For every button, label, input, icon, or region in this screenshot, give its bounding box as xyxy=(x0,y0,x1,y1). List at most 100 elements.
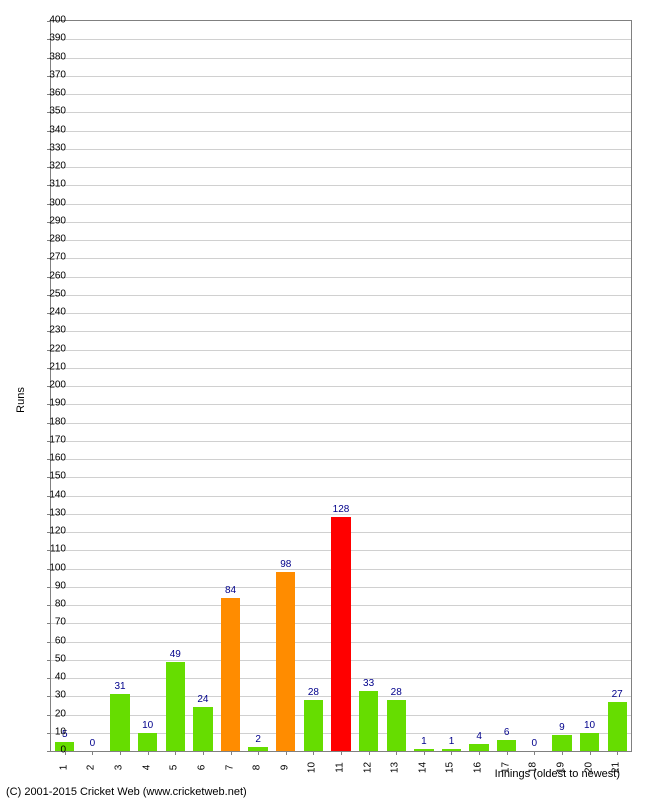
bar-value-label: 9 xyxy=(559,722,565,733)
x-tick-label: 18 xyxy=(528,762,539,773)
x-tick-label: 1 xyxy=(58,765,69,771)
bar-value-label: 28 xyxy=(391,687,402,698)
x-tick xyxy=(534,751,535,755)
x-tick xyxy=(396,751,397,755)
bar-value-label: 1 xyxy=(421,736,427,747)
y-tick-label: 360 xyxy=(42,88,66,99)
gridline xyxy=(51,94,631,95)
x-tick xyxy=(562,751,563,755)
x-tick-label: 21 xyxy=(611,762,622,773)
gridline xyxy=(51,258,631,259)
y-tick-label: 90 xyxy=(42,580,66,591)
bar-value-label: 10 xyxy=(142,720,153,731)
gridline xyxy=(51,185,631,186)
x-tick xyxy=(341,751,342,755)
x-tick xyxy=(203,751,204,755)
gridline xyxy=(51,459,631,460)
gridline xyxy=(51,149,631,150)
x-tick xyxy=(286,751,287,755)
y-tick-label: 160 xyxy=(42,453,66,464)
x-tick xyxy=(231,751,232,755)
y-tick-label: 10 xyxy=(42,726,66,737)
bar xyxy=(304,700,323,751)
bar-value-label: 1 xyxy=(449,736,455,747)
y-tick-label: 230 xyxy=(42,325,66,336)
gridline xyxy=(51,295,631,296)
y-tick-label: 20 xyxy=(42,708,66,719)
x-tick xyxy=(424,751,425,755)
x-tick-label: 8 xyxy=(252,765,263,771)
bar xyxy=(608,702,627,751)
y-tick-label: 310 xyxy=(42,179,66,190)
bar-value-label: 84 xyxy=(225,585,236,596)
gridline xyxy=(51,404,631,405)
bar xyxy=(193,707,212,751)
y-tick-label: 270 xyxy=(42,252,66,263)
y-tick-label: 110 xyxy=(42,544,66,555)
gridline xyxy=(51,204,631,205)
x-tick-label: 6 xyxy=(196,765,207,771)
y-tick-label: 0 xyxy=(42,745,66,756)
gridline xyxy=(51,112,631,113)
bar xyxy=(110,694,129,751)
x-tick-label: 15 xyxy=(445,762,456,773)
gridline xyxy=(51,477,631,478)
y-tick-label: 130 xyxy=(42,507,66,518)
x-tick-label: 12 xyxy=(362,762,373,773)
plot-area: 5031104924842982812833281146091027 xyxy=(50,20,632,752)
y-tick-label: 40 xyxy=(42,672,66,683)
x-tick-label: 14 xyxy=(417,762,428,773)
bar-value-label: 49 xyxy=(170,649,181,660)
bar xyxy=(469,744,488,751)
y-tick-label: 180 xyxy=(42,416,66,427)
gridline xyxy=(51,58,631,59)
y-tick-label: 340 xyxy=(42,124,66,135)
y-axis-title: Runs xyxy=(15,387,27,413)
x-tick xyxy=(617,751,618,755)
x-tick-label: 7 xyxy=(224,765,235,771)
bar-value-label: 128 xyxy=(333,504,350,515)
gridline xyxy=(51,131,631,132)
x-tick xyxy=(120,751,121,755)
gridline xyxy=(51,240,631,241)
y-tick-label: 330 xyxy=(42,142,66,153)
gridline xyxy=(51,167,631,168)
bar-value-label: 24 xyxy=(197,694,208,705)
bar-value-label: 0 xyxy=(532,738,538,749)
x-tick-label: 16 xyxy=(473,762,484,773)
bar-value-label: 98 xyxy=(280,559,291,570)
y-tick-label: 280 xyxy=(42,234,66,245)
x-tick xyxy=(507,751,508,755)
y-tick-label: 400 xyxy=(42,15,66,26)
x-tick xyxy=(175,751,176,755)
gridline xyxy=(51,277,631,278)
copyright-text: (C) 2001-2015 Cricket Web (www.cricketwe… xyxy=(6,786,247,798)
gridline xyxy=(51,368,631,369)
x-tick-label: 13 xyxy=(390,762,401,773)
bar-value-label: 31 xyxy=(114,681,125,692)
bar xyxy=(497,740,516,751)
y-tick-label: 250 xyxy=(42,288,66,299)
y-tick-label: 50 xyxy=(42,653,66,664)
x-tick-label: 10 xyxy=(307,762,318,773)
y-tick-label: 240 xyxy=(42,307,66,318)
bar xyxy=(359,691,378,751)
bar-value-label: 2 xyxy=(255,734,261,745)
y-tick-label: 30 xyxy=(42,690,66,701)
x-tick-label: 5 xyxy=(169,765,180,771)
y-tick-label: 260 xyxy=(42,270,66,281)
gridline xyxy=(51,331,631,332)
x-tick xyxy=(313,751,314,755)
y-tick-label: 210 xyxy=(42,361,66,372)
bar-value-label: 10 xyxy=(584,720,595,731)
bar-value-label: 4 xyxy=(476,731,482,742)
y-tick-label: 190 xyxy=(42,398,66,409)
y-tick-label: 320 xyxy=(42,161,66,172)
y-tick-label: 100 xyxy=(42,562,66,573)
gridline xyxy=(51,350,631,351)
y-tick-label: 120 xyxy=(42,526,66,537)
gridline xyxy=(51,441,631,442)
y-tick-label: 70 xyxy=(42,617,66,628)
chart-container: 5031104924842982812833281146091027 Runs … xyxy=(0,0,650,800)
y-tick-label: 150 xyxy=(42,471,66,482)
